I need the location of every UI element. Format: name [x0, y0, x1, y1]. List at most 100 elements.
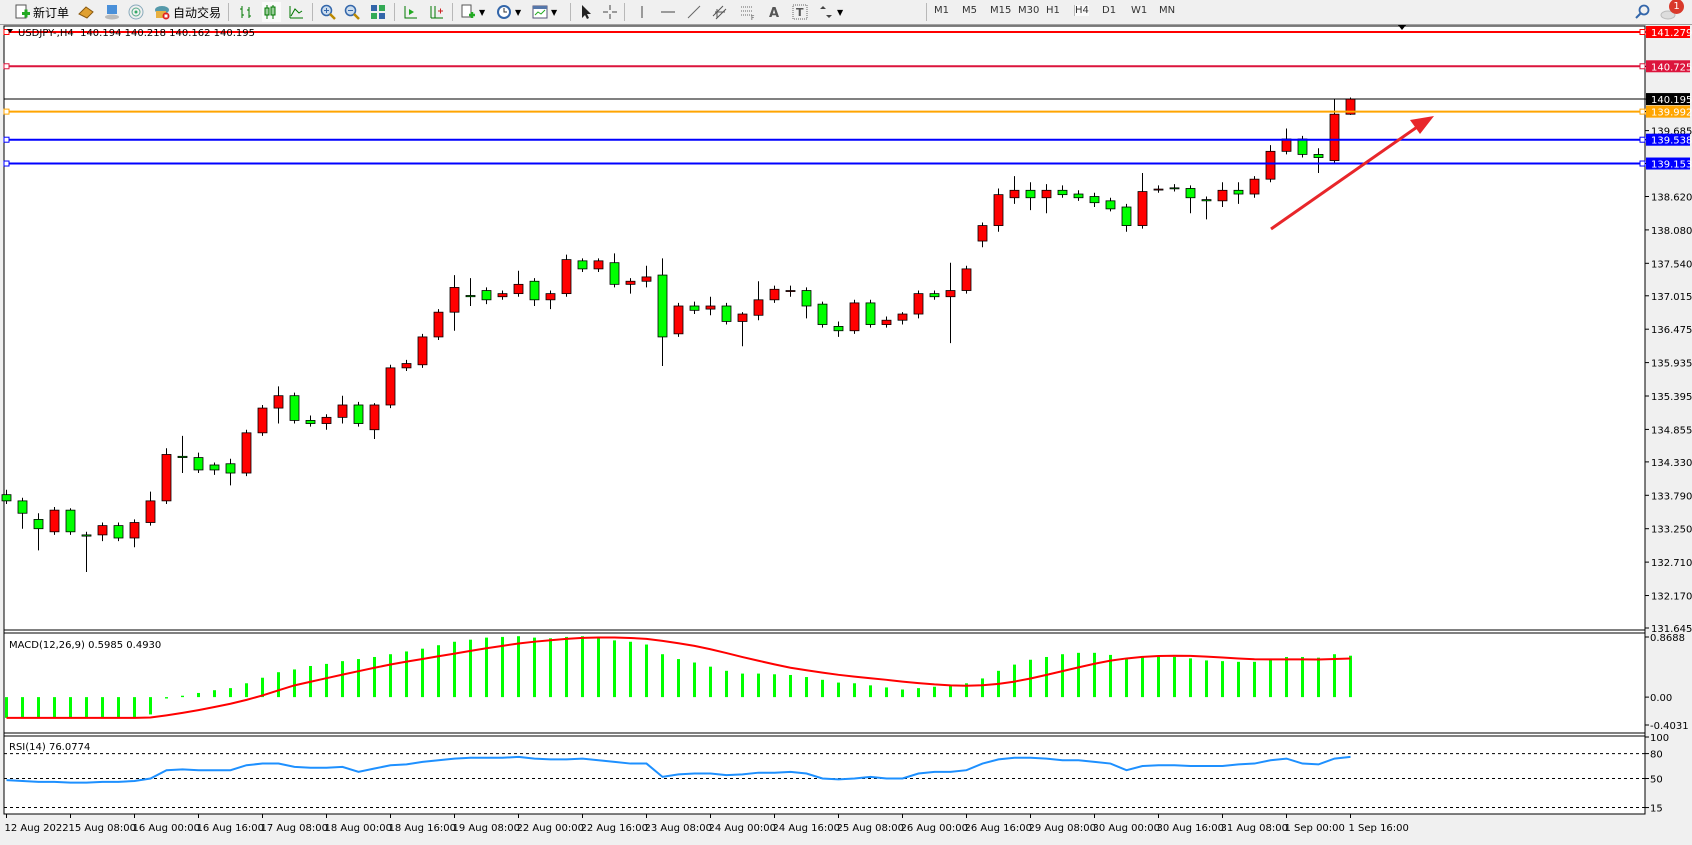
- bar-chart-button[interactable]: [238, 2, 257, 22]
- candle: [609, 253, 620, 288]
- candle-body: [17, 500, 28, 514]
- timeframe-m5[interactable]: M5: [962, 5, 977, 16]
- macd-tick-label: -0.4031: [1650, 721, 1689, 732]
- candle-body: [81, 534, 92, 537]
- text-label-button[interactable]: T: [792, 2, 811, 22]
- candle: [593, 258, 604, 272]
- time-tick-label: 12 Aug 2022: [5, 823, 69, 834]
- chart-shift-button[interactable]: [402, 2, 421, 22]
- signal-icon: [128, 4, 144, 20]
- dropdown-arrow-icon: ▼: [551, 7, 558, 17]
- price-tick-label: 140.195: [1651, 95, 1692, 106]
- candle-body: [177, 455, 188, 458]
- price-tick-label: 137.015: [1651, 292, 1692, 303]
- macd-pane[interactable]: [5, 636, 1352, 719]
- price-tick-label: 135.935: [1651, 359, 1692, 370]
- line-chart-button[interactable]: [288, 2, 307, 22]
- templates-button[interactable]: ▼: [532, 2, 557, 22]
- timeframe-m1[interactable]: M1: [934, 5, 949, 16]
- chart-shift-icon: [402, 4, 418, 20]
- cursor-tool-button[interactable]: [578, 2, 597, 22]
- text-tool-button[interactable]: A: [766, 2, 785, 22]
- timeframe-m30[interactable]: M30: [1018, 5, 1040, 16]
- rsi-pane[interactable]: [4, 753, 1645, 809]
- new-order-button[interactable]: 新订单: [14, 2, 69, 22]
- timeframe-h4[interactable]: H4: [1074, 5, 1089, 16]
- timeframe-m15[interactable]: M15: [990, 5, 1012, 16]
- candle: [401, 359, 412, 371]
- candle-body: [513, 283, 524, 295]
- autoscroll-button[interactable]: [428, 2, 447, 22]
- auto-trading-button[interactable]: 自动交易: [154, 2, 221, 22]
- price-tick-label: 140.725: [1651, 62, 1692, 73]
- candle: [513, 270, 524, 297]
- candle-body: [721, 305, 732, 322]
- line-handle: [3, 108, 10, 115]
- history-button[interactable]: [78, 2, 97, 22]
- candle: [417, 333, 428, 368]
- fibonacci-button[interactable]: F: [740, 2, 759, 22]
- chart-area[interactable]: [3, 25, 1646, 815]
- signals-button[interactable]: [128, 2, 147, 22]
- timeframe-d1[interactable]: D1: [1102, 5, 1117, 16]
- candle: [145, 491, 156, 526]
- dropdown-arrow-icon: ▼: [837, 7, 844, 17]
- tile-windows-button[interactable]: [370, 2, 389, 22]
- crosshair-tool-button[interactable]: [602, 2, 621, 22]
- time-tick-label: 1 Sep 16:00: [1349, 823, 1409, 834]
- candlestick-chart-button[interactable]: [262, 2, 281, 22]
- cursor-icon: [578, 4, 594, 20]
- candle: [897, 312, 908, 325]
- chart-menu-triangle-icon[interactable]: [7, 29, 13, 33]
- price-tick-label: 141.279: [1651, 28, 1692, 39]
- candle-body: [273, 395, 284, 409]
- candle: [1041, 184, 1052, 214]
- new-order-label: 新订单: [33, 5, 70, 20]
- periods-button[interactable]: ▼: [496, 2, 521, 22]
- notifications-button[interactable]: 1: [1660, 0, 1688, 22]
- candle-body: [225, 463, 236, 474]
- candle-body: [257, 407, 268, 434]
- trendline-icon: [686, 4, 702, 20]
- zoom-out-button[interactable]: [344, 2, 363, 22]
- time-tick-label: 23 Aug 08:00: [645, 823, 712, 834]
- horizontal-line-button[interactable]: [660, 2, 679, 22]
- chart-window[interactable]: 141.279 140.725 140.195 139.992 139.685139.5…: [0, 25, 1692, 845]
- candle-body: [129, 522, 140, 539]
- arrows-button[interactable]: ▼: [818, 2, 843, 22]
- candle: [1105, 197, 1116, 212]
- candle: [273, 386, 284, 424]
- candle: [1009, 176, 1020, 204]
- zoom-in-button[interactable]: [320, 2, 339, 22]
- chart-shift-marker[interactable]: [1398, 25, 1406, 30]
- trendline-button[interactable]: [686, 2, 705, 22]
- rsi-label: RSI(14) 76.0774: [9, 742, 90, 753]
- new-order-icon: [14, 4, 30, 20]
- candle-body: [449, 287, 460, 313]
- clock-icon: [496, 4, 512, 20]
- candle-body: [641, 276, 652, 282]
- timeframe-h1[interactable]: H1: [1046, 5, 1060, 16]
- price-pane[interactable]: [1, 29, 1646, 573]
- timeframe-mn[interactable]: MN: [1159, 5, 1176, 16]
- indicators-button[interactable]: ▼: [460, 2, 485, 22]
- search-button[interactable]: [1634, 2, 1653, 22]
- dropdown-arrow-icon: ▼: [479, 7, 486, 17]
- price-tick-label: 138.620: [1651, 192, 1692, 203]
- time-tick-label: 1 Sep 00:00: [1285, 823, 1345, 834]
- candle-body: [689, 305, 700, 311]
- toolbar: 新订单 自动交易 ▼ ▼ ▼ F A T ▼ M1 M5 M15 M30 H1 H4 D1 W…: [0, 0, 1692, 25]
- vertical-line-button[interactable]: [634, 2, 653, 22]
- candle: [945, 262, 956, 344]
- candle-body: [145, 500, 156, 523]
- candle-body: [753, 299, 764, 316]
- timeframe-w1[interactable]: W1: [1131, 5, 1148, 16]
- candle: [129, 519, 140, 548]
- separator: [570, 3, 571, 21]
- line-handle: [1639, 63, 1646, 70]
- macd-tick-label: 0.00: [1650, 693, 1672, 704]
- terminal-button[interactable]: [104, 2, 123, 22]
- macd-signal-line: [6, 636, 1351, 719]
- equidistant-channel-button[interactable]: [712, 2, 731, 22]
- tile-windows-icon: [370, 4, 386, 20]
